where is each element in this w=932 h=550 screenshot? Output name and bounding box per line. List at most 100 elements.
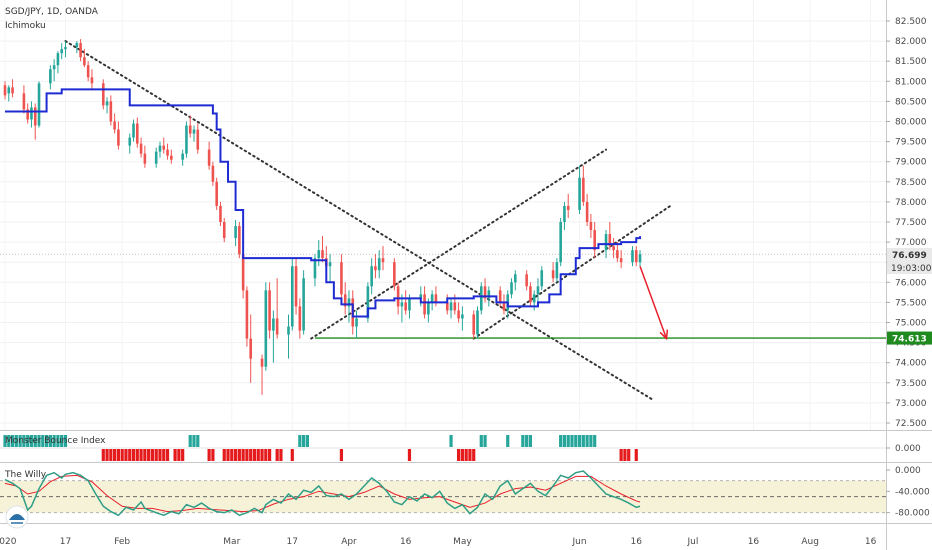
candle [525,270,528,291]
time-axis[interactable]: 2020 17 Feb Mar 17 Apr 16 May Jun 16 Jul 16 Aug 16 [0,537,877,547]
willy-tick-label: -40.000 [895,487,930,497]
x-tick-label: May [453,537,472,547]
candle [11,79,14,98]
mbi-bar-down [226,449,230,461]
candle [113,113,116,134]
mbi-bar-up [562,435,567,447]
mbi-bar-up [192,435,196,447]
y-tick-label: 80.500 [895,97,927,107]
mbi-bar-up [3,435,7,447]
candle [612,238,615,259]
willy-smooth-line [4,474,641,513]
mbi-bar-down [165,449,170,461]
candle [132,119,135,142]
willy-pane[interactable] [0,470,886,517]
candle [37,81,41,128]
candle [578,165,581,214]
x-tick-label: Feb [114,537,130,547]
mbi-bar-up [449,435,453,447]
trendline[interactable] [310,148,608,340]
mbi-bar-up [559,435,563,447]
candle [3,81,7,100]
mbi-bar-up [528,435,533,447]
candle [79,39,82,62]
mbi-bar-up [196,435,200,447]
x-tick-label: 16 [748,537,760,547]
trendline[interactable] [472,204,672,340]
mbi-bar-down [623,449,627,461]
candle [355,310,358,339]
mbi-bar-down [211,449,215,461]
x-tick-label: 16 [631,537,643,547]
candle [479,282,483,315]
candle [302,270,305,335]
mbi-tick-label: 0.000 [895,444,921,454]
mbi-bar-down [147,449,151,461]
mbi-bar-up [60,435,64,447]
monster-bounce-pane[interactable] [0,435,886,461]
candle [109,95,113,126]
candle [566,193,570,218]
mbi-bar-down [143,449,147,461]
mbi-bar-up [593,435,597,447]
mbi-bar-down [154,449,158,461]
price-axis[interactable]: 82.500 82.000 81.500 81.000 80.500 80.000 79.5… [886,17,930,519]
candle [52,59,56,82]
countdown-label: 19:03:00 [891,264,932,274]
indicator-name: Ichimoku [5,21,46,31]
candle [347,290,351,323]
candle [631,246,634,267]
candle [56,51,60,74]
mbi-bar-down [207,449,211,461]
mbi-bar-down [464,449,468,461]
trendline[interactable] [64,40,653,400]
mbi-bar-up [44,435,49,447]
candle [275,278,279,339]
mbi-bar-down [158,449,162,461]
mbi-bar-down [120,449,124,461]
candle [272,310,275,363]
y-tick-label: 78.500 [895,178,927,188]
candle [589,213,593,239]
candle [162,137,166,154]
mbi-bar-down [162,449,166,461]
mbi-bar-up [29,435,34,447]
mbi-bar-up [7,435,11,447]
mbi-bar-up [506,435,510,447]
mbi-bar-up [56,435,60,447]
candle [529,282,532,307]
candle [136,117,139,148]
candle [75,41,79,54]
mbi-bar-down [268,449,272,461]
mbi-bar-down [135,449,139,461]
candle [430,290,434,311]
candle [585,193,589,227]
symbol-title: SGD/JPY, 1D, OANDA [5,7,99,17]
candle [619,250,623,269]
candle [249,314,252,383]
candle [457,302,460,323]
baseline-line [5,88,642,318]
candle [166,143,169,160]
candle [268,282,271,339]
candle [188,115,192,138]
tradingview-logo[interactable] [5,505,29,529]
candle [343,282,347,315]
y-tick-label: 73.000 [895,399,927,409]
candle [90,69,94,90]
candle [30,101,33,128]
mbi-bar-down [109,449,113,461]
mbi-bar-down [124,449,128,461]
candle [105,97,109,114]
price-pane[interactable] [0,0,886,430]
mbi-bar-down [264,449,268,461]
candle [377,250,381,279]
x-tick-label: 2020 [0,537,17,547]
candle [616,242,619,263]
willy-line [4,470,641,517]
arrow-annotation[interactable] [639,265,669,341]
candle [245,286,249,347]
candle [393,258,396,291]
mbi-bar-down [245,449,249,461]
